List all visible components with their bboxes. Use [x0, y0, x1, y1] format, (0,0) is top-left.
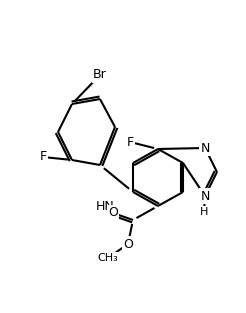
Text: HN: HN	[96, 201, 114, 213]
Text: F: F	[39, 151, 46, 163]
Text: F: F	[126, 136, 134, 148]
Text: H: H	[200, 207, 208, 217]
Text: O: O	[108, 207, 118, 219]
Text: N: N	[200, 189, 210, 203]
Text: N: N	[200, 141, 210, 155]
Text: Br: Br	[93, 69, 107, 81]
Text: O: O	[123, 238, 133, 250]
Text: CH₃: CH₃	[98, 253, 118, 263]
